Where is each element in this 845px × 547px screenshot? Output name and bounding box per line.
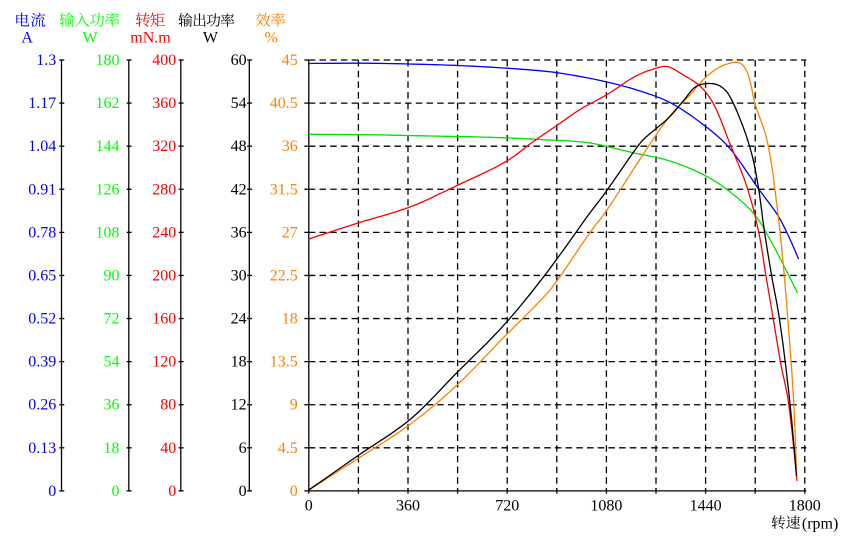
- svg-text:320: 320: [152, 138, 176, 155]
- svg-text:0.91: 0.91: [28, 181, 56, 198]
- svg-text:36: 36: [282, 138, 298, 155]
- svg-text:160: 160: [152, 311, 176, 328]
- svg-text:1080: 1080: [590, 498, 622, 515]
- svg-text:W: W: [82, 30, 98, 47]
- svg-text:0.13: 0.13: [28, 440, 56, 457]
- svg-text:24: 24: [231, 311, 247, 328]
- svg-text:4.5: 4.5: [278, 440, 298, 457]
- svg-text:36: 36: [104, 397, 120, 414]
- svg-text:6: 6: [239, 440, 247, 457]
- svg-text:0.39: 0.39: [28, 354, 56, 371]
- svg-text:108: 108: [96, 224, 120, 241]
- svg-text:360: 360: [396, 498, 420, 515]
- svg-text:0.65: 0.65: [28, 267, 56, 284]
- svg-text:180: 180: [96, 52, 120, 69]
- svg-text:0: 0: [168, 483, 176, 500]
- svg-text:0.26: 0.26: [28, 397, 56, 414]
- svg-text:1.17: 1.17: [28, 95, 56, 112]
- svg-text:126: 126: [96, 181, 120, 198]
- svg-text:144: 144: [96, 138, 120, 155]
- svg-text:40: 40: [160, 440, 176, 457]
- svg-text:0: 0: [48, 483, 56, 500]
- svg-text:42: 42: [231, 181, 247, 198]
- svg-text:0.78: 0.78: [28, 224, 56, 241]
- svg-text:360: 360: [152, 95, 176, 112]
- svg-text:1440: 1440: [690, 498, 722, 515]
- svg-text:45: 45: [282, 52, 298, 69]
- svg-text:400: 400: [152, 52, 176, 69]
- svg-text:18: 18: [231, 354, 247, 371]
- svg-text:%: %: [265, 30, 278, 47]
- svg-text:0: 0: [239, 483, 247, 500]
- svg-text:22.5: 22.5: [270, 267, 298, 284]
- svg-text:(rpm): (rpm): [802, 516, 838, 533]
- svg-text:54: 54: [231, 95, 247, 112]
- svg-text:0.52: 0.52: [28, 311, 56, 328]
- svg-text:240: 240: [152, 224, 176, 241]
- svg-text:40.5: 40.5: [270, 95, 298, 112]
- svg-text:0: 0: [305, 498, 313, 515]
- svg-text:0: 0: [290, 483, 298, 500]
- svg-text:9: 9: [290, 397, 298, 414]
- svg-text:30: 30: [231, 267, 247, 284]
- svg-text:48: 48: [231, 138, 247, 155]
- svg-text:W: W: [203, 30, 219, 47]
- svg-text:54: 54: [104, 354, 120, 371]
- svg-text:36: 36: [231, 224, 247, 241]
- svg-text:72: 72: [104, 311, 120, 328]
- svg-text:162: 162: [96, 95, 120, 112]
- svg-text:720: 720: [495, 498, 519, 515]
- svg-text:80: 80: [160, 397, 176, 414]
- svg-text:1.04: 1.04: [28, 138, 56, 155]
- svg-text:1.3: 1.3: [36, 52, 56, 69]
- svg-text:200: 200: [152, 267, 176, 284]
- svg-text:27: 27: [282, 224, 298, 241]
- svg-text:13.5: 13.5: [270, 354, 298, 371]
- svg-text:18: 18: [282, 311, 298, 328]
- svg-text:120: 120: [152, 354, 176, 371]
- svg-text:280: 280: [152, 181, 176, 198]
- svg-text:31.5: 31.5: [270, 181, 298, 198]
- svg-text:0: 0: [112, 483, 120, 500]
- svg-text:mN.m: mN.m: [130, 30, 171, 47]
- svg-text:90: 90: [104, 267, 120, 284]
- svg-text:A: A: [21, 30, 33, 47]
- svg-text:12: 12: [231, 397, 247, 414]
- svg-text:18: 18: [104, 440, 120, 457]
- svg-text:1800: 1800: [789, 498, 821, 515]
- svg-text:60: 60: [231, 52, 247, 69]
